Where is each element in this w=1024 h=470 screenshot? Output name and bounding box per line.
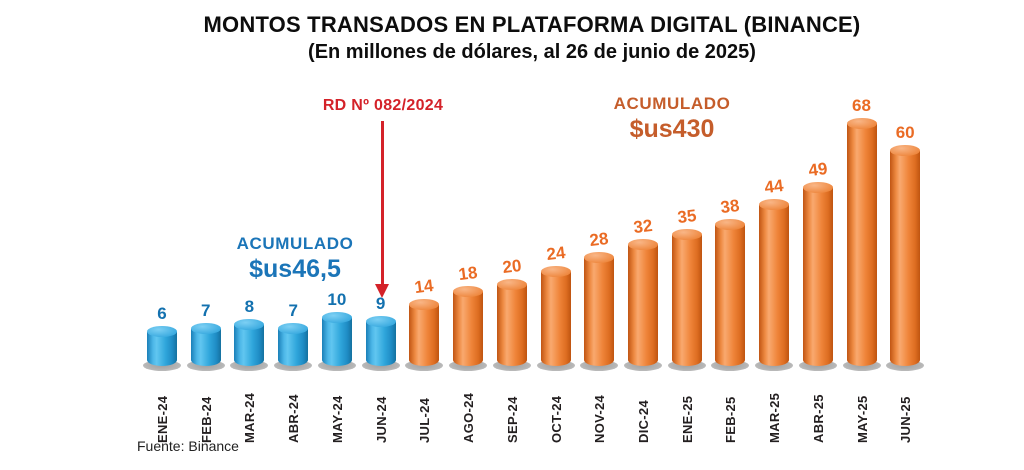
bar-value-label: 49 [807,158,829,181]
decree-arrow-head-icon [375,284,389,298]
bar-cylinder [715,225,746,366]
accumulated-orange-callout: ACUMULADO $us430 [562,94,782,144]
bar-cylinder [671,235,702,366]
bar-value-label: 7 [288,301,298,320]
decree-arrow-line [381,121,384,285]
bar-value-label: 38 [719,195,741,218]
bar-cylinder [409,305,440,366]
bar-value-label: 28 [588,228,610,251]
source-note: Fuente: Binance [137,438,239,454]
accumulated-orange-value: $us430 [629,115,715,143]
bar-cylinder [321,318,352,366]
bar-top-cap [496,279,527,290]
bar-cylinder [453,292,483,366]
bar-value-label: 68 [852,96,871,115]
bar-cylinder [190,329,221,366]
bar-cylinder [365,322,396,366]
bar-cylinder [759,205,790,366]
x-axis-label: JUN-25 [897,396,913,443]
bar-top-cap [453,286,483,297]
bar-top-cap [846,118,877,129]
chart-subtitle: (En millones de dólares, al 26 de junio … [308,41,756,63]
bar-value-label: 20 [501,255,523,278]
bar-cylinder [234,325,265,366]
bar-cylinder [802,188,833,366]
accumulated-blue-label: ACUMULADO [236,234,354,253]
bar-value-label: 14 [413,275,435,298]
bar-top-cap [759,199,790,210]
x-axis-label: ENE-24 [154,395,170,443]
x-axis-label: MAR-24 [241,392,257,443]
bar-value-label: 6 [157,304,167,323]
bar-top-cap [671,229,702,240]
bar-value-label: 32 [632,215,654,238]
bar-cylinder [147,332,177,366]
x-axis-label: SEP-24 [504,396,520,443]
bar-cylinder [846,124,877,366]
x-axis-label: ABR-25 [810,394,826,443]
accumulated-orange-label: ACUMULADO [613,94,731,113]
bar-cylinder [540,272,571,366]
accumulated-blue-value: $us46,5 [249,255,341,283]
x-axis-label: AGO-24 [460,392,476,443]
decree-annotation: RD Nº 082/2024 [322,97,444,114]
bar-value-label: 60 [895,123,915,142]
bar-top-cap [365,316,396,327]
x-axis-label: DIC-24 [635,400,651,443]
bar-cylinder [627,245,658,366]
x-axis-label: OCT-24 [548,395,563,443]
bar-value-label: 35 [675,205,698,228]
bar-top-cap [234,319,265,330]
x-axis-label: FEB-25 [722,396,738,443]
accumulated-blue-callout: ACUMULADO $us46,5 [185,234,405,284]
bar-value-label: 10 [327,290,347,309]
bar-top-cap [321,312,352,323]
x-axis-label: NOV-24 [591,394,607,443]
x-axis-label: JUN-24 [373,396,389,443]
bar-value-label: 24 [544,242,566,265]
bar-top-cap [890,145,921,156]
x-axis-label: JUL-24 [416,397,432,443]
bar-cylinder [278,329,309,366]
bar-top-cap [627,239,658,250]
bar-cylinder [584,258,615,366]
bar-top-cap [584,252,615,263]
chart-title: MONTOS TRANSADOS EN PLATAFORMA DIGITAL (… [40,12,1024,64]
bar-value-label: 9 [375,294,386,313]
bar-value-label: 8 [244,297,255,316]
chart-title-line1: MONTOS TRANSADOS EN PLATAFORMA DIGITAL (… [203,12,861,37]
x-axis-label: MAY-25 [854,395,869,443]
bar-top-cap [802,182,833,193]
bar-value-label: 7 [200,301,211,320]
bar-cylinder [890,151,921,366]
bar-top-cap [147,326,177,337]
bar-top-cap [278,323,309,334]
bar-cylinder [496,285,527,366]
bar-top-cap [540,266,571,277]
x-axis-label: ABR-24 [285,394,301,443]
x-axis-label: FEB-24 [198,396,214,443]
bar-value-label: 44 [763,175,785,198]
bar-top-cap [409,299,440,310]
x-axis-label: MAY-24 [329,395,345,443]
bar-value-label: 18 [457,262,479,285]
bar-top-cap [190,323,221,334]
x-axis-label: ENE-25 [679,395,695,443]
bar-top-cap [715,219,746,230]
x-axis-label: MAR-25 [766,392,782,443]
